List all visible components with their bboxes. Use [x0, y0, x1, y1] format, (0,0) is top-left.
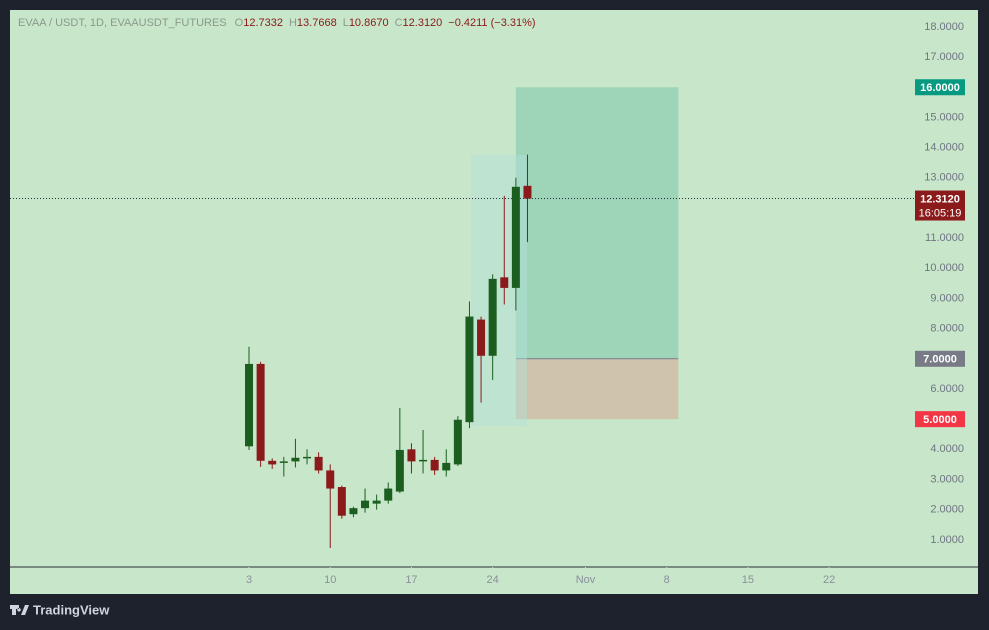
candle-body — [268, 460, 277, 465]
candle-body — [465, 316, 474, 423]
logo-icon — [10, 605, 29, 615]
price-badge — [915, 350, 965, 367]
x-tick-label: 24 — [487, 574, 499, 586]
candle-body — [477, 319, 486, 356]
candle-body — [395, 449, 404, 492]
y-tick-label: 1.0000 — [930, 534, 964, 546]
field-value: 12.7332 — [243, 17, 283, 29]
x-tick-label: 22 — [823, 574, 835, 586]
price-badge-label: 7.0000 — [923, 354, 957, 366]
y-tick-label: 14.0000 — [924, 141, 964, 153]
field-value: 12.3120 — [403, 17, 443, 29]
candle-body — [245, 363, 254, 447]
candle-body — [279, 461, 288, 463]
target-zone — [515, 87, 679, 359]
stop-zone — [515, 358, 679, 420]
symbol: EVAA / USDT, 1D, EVAAUSDT_FUTURES — [18, 17, 227, 29]
price-badge — [915, 411, 965, 428]
y-tick-label: 6.0000 — [930, 383, 964, 395]
y-tick-label: 4.0000 — [930, 443, 964, 455]
x-tick-label: 8 — [664, 574, 670, 586]
candle-body — [442, 462, 451, 471]
candle-body — [372, 500, 381, 504]
y-tick-label: 2.0000 — [930, 504, 964, 516]
last-price-badge — [915, 190, 965, 221]
field-key: C — [395, 17, 403, 29]
candle-body — [337, 487, 346, 516]
field-value: 10.8670 — [349, 17, 389, 29]
y-tick-label: 11.0000 — [925, 232, 964, 244]
field-value: 13.7668 — [297, 17, 337, 29]
price-badge — [915, 79, 965, 96]
logo: TradingView — [10, 602, 110, 617]
candle-body — [500, 277, 509, 288]
field-key: L — [343, 17, 349, 29]
candle-body — [407, 449, 416, 462]
candle-body — [523, 185, 532, 199]
candle-body — [256, 363, 265, 461]
candle-body — [511, 186, 520, 288]
x-tick-label: Nov — [576, 574, 596, 586]
candle-body — [430, 459, 439, 471]
candle-body — [326, 470, 335, 489]
header: EVAA / USDT, 1D, EVAAUSDT_FUTURES O12.733… — [18, 17, 536, 29]
candle-body — [349, 508, 358, 515]
candle-body — [488, 278, 497, 356]
header-text: EVAA / USDT, 1D, EVAAUSDT_FUTURES O12.733… — [18, 17, 536, 29]
price-badge-label: 5.0000 — [923, 414, 957, 426]
brand: TradingView — [33, 602, 110, 617]
change: −0.4211 (−3.31%) — [448, 17, 535, 29]
x-tick-label: 15 — [742, 574, 754, 586]
y-tick-label: 15.0000 — [924, 111, 964, 123]
candle-body — [453, 419, 462, 465]
candle-body — [419, 459, 428, 462]
candle-body — [291, 457, 300, 462]
y-tick-label: 17.0000 — [924, 51, 964, 63]
y-tick-label: 10.0000 — [924, 262, 964, 274]
countdown: 16:05:19 — [919, 207, 962, 219]
candle-body — [303, 456, 312, 459]
y-tick-label: 3.0000 — [930, 473, 964, 485]
candle-body — [314, 456, 323, 471]
y-tick-label: 8.0000 — [930, 323, 964, 335]
x-tick-label: 3 — [246, 574, 252, 586]
candle-body — [384, 488, 393, 501]
y-tick-label: 9.0000 — [930, 292, 964, 304]
candle-body — [361, 500, 370, 509]
last-price-label: 12.3120 — [920, 193, 960, 205]
field-key: H — [289, 17, 297, 29]
x-tick-label: 10 — [324, 574, 336, 586]
field-key: O — [235, 17, 244, 29]
price-badge-label: 16.0000 — [920, 82, 960, 94]
y-tick-label: 13.0000 — [924, 172, 964, 184]
x-tick-label: 17 — [405, 574, 417, 586]
y-tick-label: 18.0000 — [924, 21, 964, 33]
